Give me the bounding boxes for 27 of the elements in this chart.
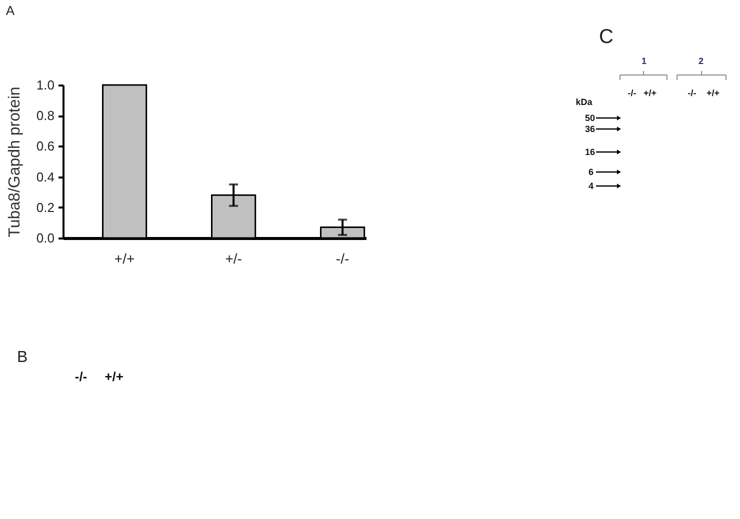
x-tick-label: +/+ [114,250,135,266]
text: 36 [584,124,596,134]
text: C [599,26,614,48]
text: 1 [641,56,647,66]
text: kDa [576,97,594,107]
text: -/- [628,88,636,98]
text: B [17,349,28,366]
text: +/+ [643,88,657,98]
text: 4 [588,181,594,191]
text: 16 [584,147,596,157]
text: -/- [688,88,696,98]
y-tick-label: 1.0 [36,78,54,92]
chart-title: A [6,3,15,18]
y-tick-label: 0.2 [36,200,54,215]
text: 6 [588,167,594,177]
y-tick-label: 0.6 [36,138,54,154]
text: -/- [74,369,88,384]
text: 2 [698,56,704,66]
y-axis-title: Tuba8/Gapdh protein [6,86,24,238]
y-tick-label: 0.4 [36,169,54,184]
text: 50 [584,113,596,123]
text: +/+ [706,88,720,98]
text: +/+ [104,369,124,384]
x-tick-label: +/- [225,250,242,266]
y-tick-label: 0.0 [36,230,54,246]
y-tick-label: 0.8 [36,108,54,124]
x-tick-label: -/- [336,250,350,266]
